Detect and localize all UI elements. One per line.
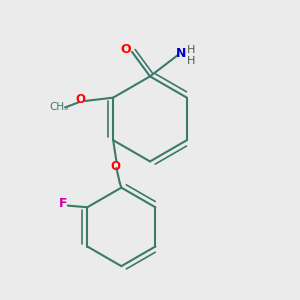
Text: F: F xyxy=(59,197,68,211)
Text: CH₃: CH₃ xyxy=(50,102,69,112)
Text: O: O xyxy=(111,160,121,173)
Text: N: N xyxy=(176,47,186,60)
Text: H: H xyxy=(188,56,196,66)
Text: H: H xyxy=(188,45,196,55)
Text: O: O xyxy=(121,43,131,56)
Text: O: O xyxy=(75,93,85,106)
